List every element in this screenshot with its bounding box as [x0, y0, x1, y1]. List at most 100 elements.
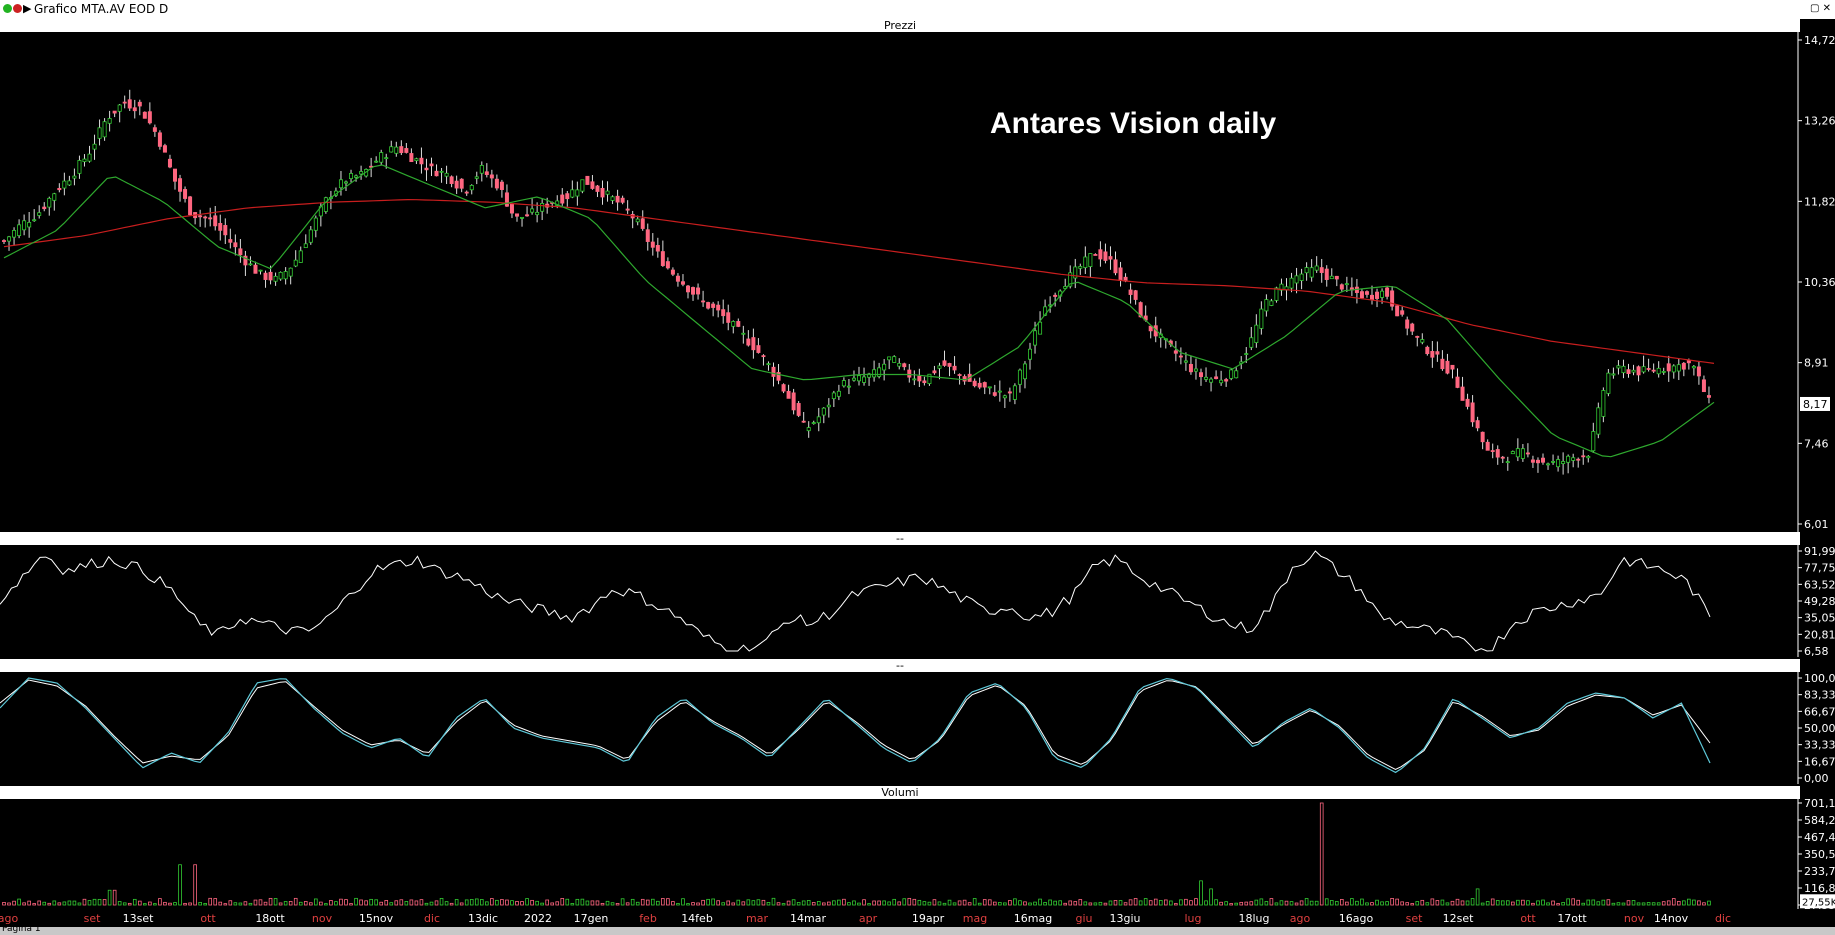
candle-body	[1385, 287, 1390, 297]
candle-body	[117, 104, 122, 112]
volume-bar	[1018, 900, 1022, 906]
candle-body	[515, 213, 520, 217]
candle-body	[213, 215, 218, 227]
volume-bar	[1103, 902, 1108, 906]
volume-bar	[2, 902, 6, 906]
candle-body	[374, 160, 379, 163]
stochastic-chart[interactable]: 100,00 83,33 66,67 50,00 33,33 16,67 0,00	[0, 672, 1835, 784]
volume-tick-label: 116,85K	[1804, 882, 1835, 895]
date-axis-label: feb	[639, 912, 657, 925]
candle-body	[1706, 395, 1711, 398]
volume-bar	[837, 899, 841, 906]
volume-bar	[847, 902, 851, 906]
volume-bar	[208, 897, 213, 906]
candle-body	[1566, 455, 1571, 463]
candle-body	[530, 208, 535, 213]
volume-bar	[1209, 888, 1213, 906]
volume-bar	[288, 901, 293, 906]
volume-bar	[374, 899, 378, 906]
volume-bar	[811, 902, 816, 906]
candle-body	[248, 263, 253, 266]
candle-body	[600, 187, 605, 198]
candle-body	[957, 374, 962, 376]
volume-bar	[610, 902, 615, 906]
candle-body	[2, 240, 7, 242]
candle-body	[17, 224, 22, 236]
price-chart[interactable]: 14,72 13,26 11,82 10,36 8,91 7,46 6,01 8,17	[0, 32, 1835, 532]
volume-bar	[173, 902, 177, 906]
candle-body	[1626, 369, 1631, 374]
stoch-tick-label: 0,00	[1804, 772, 1829, 784]
price-tick-label: 6,01	[1804, 518, 1829, 531]
candle-body	[494, 178, 499, 189]
candle-body	[937, 365, 942, 369]
volume-bar	[193, 864, 197, 906]
volume-bar	[1028, 902, 1032, 906]
volume-bar	[37, 900, 42, 906]
candle-body	[338, 179, 343, 189]
volume-bar	[324, 903, 328, 906]
volume-bar	[630, 898, 635, 906]
candle-body	[474, 176, 479, 179]
candle-body	[560, 194, 565, 204]
volume-bar	[998, 902, 1002, 906]
window-controls[interactable]: ▢ ✕	[1809, 3, 1831, 14]
volume-tick-label: 233,7K	[1804, 865, 1835, 878]
volume-chart[interactable]: 701,11K 584,26K 467,41K 350,56K 233,7K 116,85…	[0, 799, 1835, 909]
stoch-tick-label: 16,67	[1804, 755, 1835, 768]
volume-bar	[339, 898, 343, 906]
candle-body	[162, 145, 167, 153]
candle-body	[454, 180, 459, 189]
volume-bar	[132, 898, 137, 906]
volume-bar	[92, 898, 97, 906]
candle-body	[1289, 277, 1294, 289]
volume-bar	[1697, 900, 1701, 906]
volume-bar	[107, 889, 112, 906]
play-arrow-icon[interactable]: ▶	[23, 2, 32, 15]
volume-bar	[1621, 902, 1626, 906]
volume-bar	[319, 901, 323, 906]
candle-body	[721, 309, 726, 317]
volume-bar	[867, 903, 871, 906]
candle-body	[102, 121, 107, 138]
page-tab[interactable]: Pagina 1	[2, 924, 41, 934]
date-axis: ago set 13set ott 18ott nov 15nov dic 13dic 2022 1…	[0, 909, 1835, 927]
volume-bar	[389, 902, 394, 906]
volume-bar	[1355, 900, 1359, 906]
candle-body	[1611, 373, 1616, 376]
candle-body	[137, 101, 142, 107]
candle-body	[1088, 253, 1093, 267]
volume-bar	[1174, 903, 1178, 906]
prices-panel-title: Prezzi	[0, 19, 1800, 32]
volume-bar	[1410, 903, 1415, 906]
candle-body	[469, 184, 474, 191]
volume-bar	[1294, 902, 1299, 906]
volume-bar	[1078, 899, 1083, 906]
date-axis-label: set	[1406, 912, 1423, 925]
candle-body	[907, 369, 912, 378]
volume-bar	[776, 902, 781, 906]
volume-bar	[625, 902, 630, 906]
date-axis-label: ago	[0, 912, 18, 925]
candle-body	[801, 420, 806, 423]
volume-bar	[706, 898, 710, 906]
candle-body	[323, 197, 328, 212]
volume-bar	[1093, 902, 1098, 906]
candle-body	[877, 367, 882, 377]
candle-body	[1520, 448, 1525, 459]
candle-body	[419, 157, 424, 165]
candle-body	[389, 146, 394, 153]
oscillator-chart[interactable]: 91,99 77,75 63,52 49,28 35,05 20,81 6,58	[0, 545, 1835, 657]
date-axis-label: giu	[1075, 912, 1092, 925]
volume-bar	[1661, 901, 1666, 906]
volume-bar	[263, 901, 268, 906]
candle-body	[1651, 369, 1656, 372]
volume-bar	[485, 901, 489, 906]
candle-body	[1561, 461, 1566, 465]
candle-body	[172, 168, 177, 182]
volume-bar	[218, 901, 223, 906]
status-bar: Pagina 1	[0, 924, 1835, 935]
volume-bar	[1526, 900, 1530, 906]
candle-body	[1022, 363, 1027, 380]
volume-bar	[1038, 898, 1042, 906]
